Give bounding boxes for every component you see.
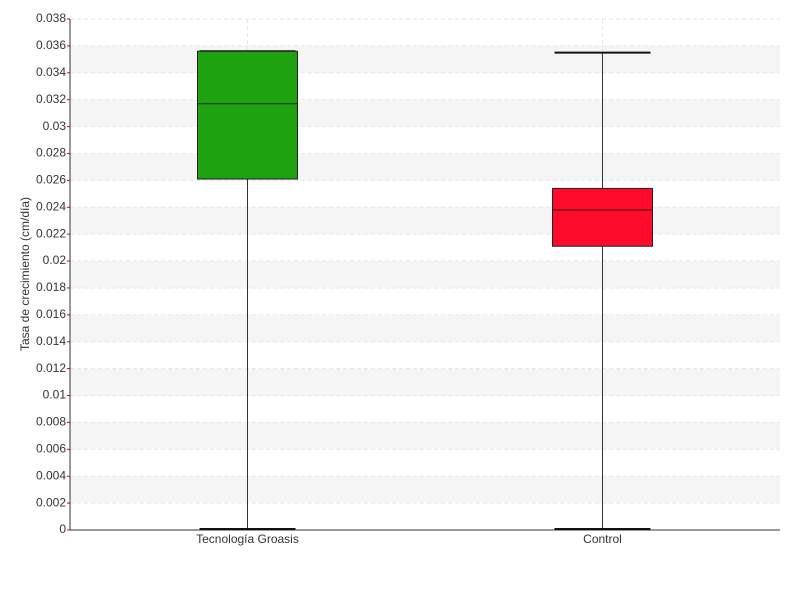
y-tick-label: 0.03 bbox=[43, 119, 67, 133]
grid-band bbox=[70, 422, 780, 450]
x-tick-label: Control bbox=[583, 532, 622, 546]
x-tick-label: Tecnología Groasis bbox=[196, 532, 299, 546]
grid-band bbox=[70, 476, 780, 504]
y-tick-label: 0 bbox=[59, 522, 66, 536]
y-tick-label: 0.004 bbox=[36, 468, 66, 482]
y-tick-label: 0.032 bbox=[36, 92, 66, 106]
y-tick-label: 0.02 bbox=[43, 253, 67, 267]
grid-band bbox=[70, 207, 780, 235]
grid-band bbox=[70, 153, 780, 181]
box bbox=[197, 50, 298, 180]
y-tick-label: 0.036 bbox=[36, 38, 66, 52]
y-tick-label: 0.024 bbox=[36, 199, 66, 213]
y-tick-label: 0.018 bbox=[36, 280, 66, 294]
y-tick-label: 0.028 bbox=[36, 146, 66, 160]
grid-band bbox=[70, 368, 780, 396]
grid-band bbox=[70, 99, 780, 127]
y-tick-label: 0.038 bbox=[36, 11, 66, 25]
y-tick-label: 0.008 bbox=[36, 415, 66, 429]
box bbox=[552, 187, 653, 247]
y-tick-label: 0.002 bbox=[36, 495, 66, 509]
y-tick-label: 0.014 bbox=[36, 334, 66, 348]
y-tick-label: 0.026 bbox=[36, 173, 66, 187]
y-tick-label: 0.022 bbox=[36, 226, 66, 240]
y-axis-label: Tasa de crecimiento (cm/día) bbox=[18, 197, 32, 351]
y-tick-label: 0.012 bbox=[36, 361, 66, 375]
y-tick-label: 0.006 bbox=[36, 441, 66, 455]
y-tick-label: 0.01 bbox=[43, 388, 67, 402]
grid-band bbox=[70, 314, 780, 342]
y-tick-label: 0.034 bbox=[36, 65, 66, 79]
grid-band bbox=[70, 261, 780, 288]
grid-band bbox=[70, 45, 780, 73]
y-tick-label: 0.016 bbox=[36, 307, 66, 321]
